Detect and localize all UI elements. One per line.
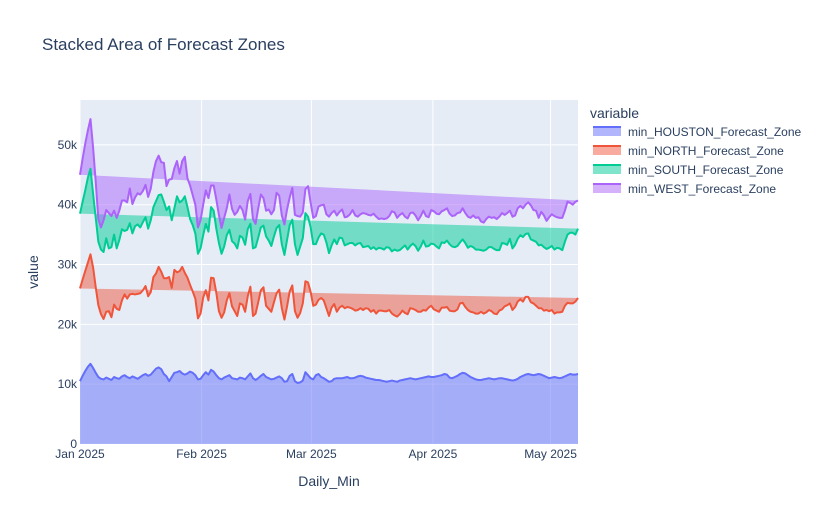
x-tick-label: Apr 2025 bbox=[409, 447, 458, 461]
y-tick-label: 0 bbox=[70, 437, 77, 451]
legend-swatch bbox=[593, 184, 621, 193]
x-tick-label: Jan 2025 bbox=[55, 447, 105, 461]
legend-swatch bbox=[593, 146, 621, 155]
y-tick-label: 50k bbox=[58, 138, 78, 152]
x-axis-title: Daily_Min bbox=[298, 473, 359, 489]
x-tick-label: May 2025 bbox=[524, 447, 577, 461]
line-min-houston-forecast-zone bbox=[79, 362, 579, 384]
y-axis-title: value bbox=[25, 255, 41, 289]
area-min-houston-forecast-zone bbox=[80, 363, 578, 444]
area-min-south-forecast-zone bbox=[80, 168, 578, 255]
x-axis-ticks: Jan 2025 Feb 2025 Mar 2025 Apr 2025 May 2025 bbox=[55, 447, 577, 461]
area-layers bbox=[80, 119, 578, 444]
legend-item-label[interactable]: min_SOUTH_Forecast_Zone bbox=[628, 163, 784, 177]
chart-title: Stacked Area of Forecast Zones bbox=[42, 35, 285, 54]
x-tick-label: Mar 2025 bbox=[286, 447, 337, 461]
line-min-south-forecast-zone bbox=[79, 167, 579, 256]
legend-swatch bbox=[593, 127, 621, 136]
y-axis-ticks: 0 10k 20k 30k 40k 50k bbox=[58, 138, 78, 451]
legend-item-label[interactable]: min_HOUSTON_Forecast_Zone bbox=[628, 125, 802, 139]
legend-swatch bbox=[593, 165, 621, 174]
legend: variable min_HOUSTON_Forecast_Zone min_NO… bbox=[590, 105, 802, 196]
y-tick-label: 10k bbox=[58, 377, 78, 391]
series-lines bbox=[79, 118, 579, 384]
line-min-north-forecast-zone bbox=[79, 253, 579, 321]
legend-item-label[interactable]: min_NORTH_Forecast_Zone bbox=[628, 144, 784, 158]
legend-title: variable bbox=[590, 105, 639, 121]
y-tick-label: 20k bbox=[58, 317, 78, 331]
area-min-north-forecast-zone bbox=[80, 254, 578, 320]
line-min-west-forecast-zone bbox=[79, 118, 579, 230]
legend-item-label[interactable]: min_WEST_Forecast_Zone bbox=[628, 182, 776, 196]
y-tick-label: 40k bbox=[58, 198, 78, 212]
area-min-west-forecast-zone bbox=[80, 119, 578, 229]
y-tick-label: 30k bbox=[58, 258, 78, 272]
x-tick-label: Feb 2025 bbox=[176, 447, 227, 461]
